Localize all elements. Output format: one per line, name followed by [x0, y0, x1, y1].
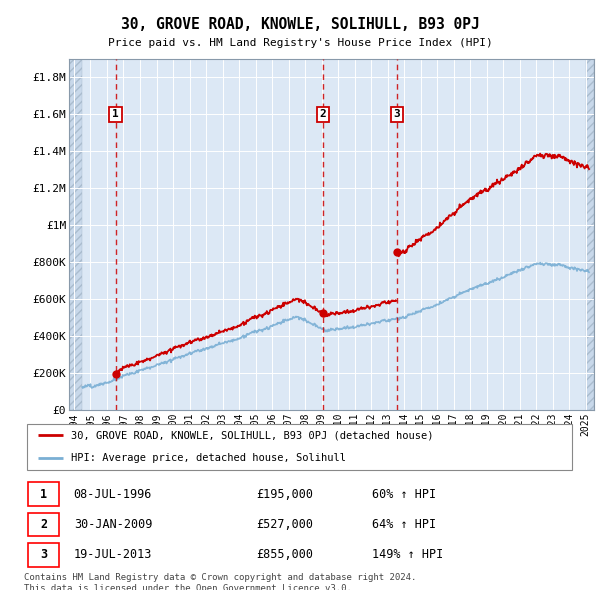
Text: 3: 3 [40, 548, 47, 561]
Text: Price paid vs. HM Land Registry's House Price Index (HPI): Price paid vs. HM Land Registry's House … [107, 38, 493, 48]
FancyBboxPatch shape [27, 424, 572, 470]
Text: 30-JAN-2009: 30-JAN-2009 [74, 518, 152, 531]
FancyBboxPatch shape [28, 513, 59, 536]
Text: 60% ↑ HPI: 60% ↑ HPI [372, 488, 436, 501]
Text: 2: 2 [40, 518, 47, 531]
Text: £527,000: £527,000 [256, 518, 313, 531]
Text: 30, GROVE ROAD, KNOWLE, SOLIHULL, B93 0PJ: 30, GROVE ROAD, KNOWLE, SOLIHULL, B93 0P… [121, 17, 479, 31]
Text: £195,000: £195,000 [256, 488, 313, 501]
Text: 1: 1 [112, 109, 119, 119]
Text: 30, GROVE ROAD, KNOWLE, SOLIHULL, B93 0PJ (detached house): 30, GROVE ROAD, KNOWLE, SOLIHULL, B93 0P… [71, 430, 433, 440]
Text: 1: 1 [40, 488, 47, 501]
Bar [69, 59, 82, 410]
Text: Contains HM Land Registry data © Crown copyright and database right 2024.
This d: Contains HM Land Registry data © Crown c… [24, 573, 416, 590]
Text: 3: 3 [394, 109, 400, 119]
FancyBboxPatch shape [28, 483, 59, 506]
Text: 64% ↑ HPI: 64% ↑ HPI [372, 518, 436, 531]
Text: 2: 2 [320, 109, 326, 119]
Text: £855,000: £855,000 [256, 548, 313, 561]
Text: HPI: Average price, detached house, Solihull: HPI: Average price, detached house, Soli… [71, 454, 346, 464]
Text: 149% ↑ HPI: 149% ↑ HPI [372, 548, 443, 561]
FancyBboxPatch shape [28, 543, 59, 566]
Text: 08-JUL-1996: 08-JUL-1996 [74, 488, 152, 501]
Text: 19-JUL-2013: 19-JUL-2013 [74, 548, 152, 561]
Bar [586, 59, 594, 410]
